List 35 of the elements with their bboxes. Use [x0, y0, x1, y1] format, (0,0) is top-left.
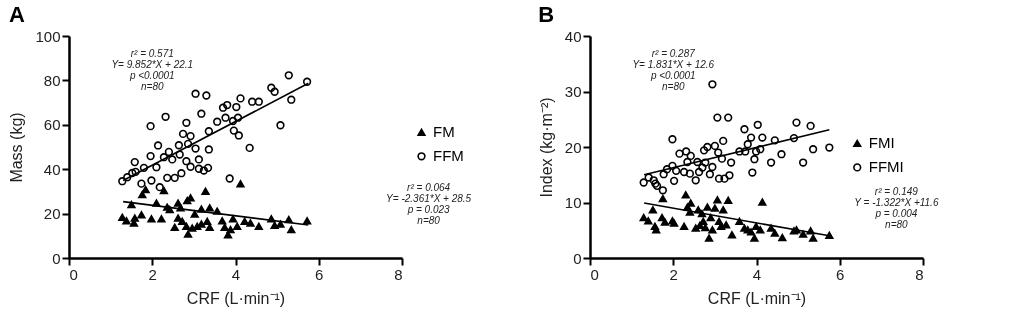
chart-title: A	[8, 2, 25, 27]
x-tick-label: 8	[394, 265, 403, 283]
x-axis-title: CRF (L·min⁻¹)	[186, 289, 286, 307]
x-tick-label: 4	[752, 265, 762, 283]
y-tick-label: 100	[35, 27, 61, 45]
y-tick-label: 30	[564, 83, 582, 100]
y-tick-label: 80	[43, 71, 61, 89]
y-tick-label: 10	[564, 194, 582, 211]
x-tick-label: 6	[315, 265, 324, 283]
legend-label: FMI	[868, 134, 895, 152]
x-axis-title: CRF (L·min⁻¹)	[707, 289, 807, 307]
x-tick-label: 4	[231, 265, 241, 283]
annotation: r² = 0.149 Y = -1.322*X +11.6 p = 0.004 n=80	[854, 185, 939, 230]
y-tick-label: 0	[52, 249, 61, 267]
y-axis-title: Index (kg·m⁻²)	[537, 97, 555, 198]
y-axis-title: Mass (kg)	[8, 112, 26, 183]
x-tick-label: 6	[836, 265, 845, 283]
x-tick-label: 8	[915, 265, 924, 283]
x-tick-label: 2	[148, 265, 157, 283]
annotation: r² = 0.287 Y= 1.831*X + 12.6 p <0.0001 n=80	[632, 48, 715, 93]
y-tick-label: 40	[564, 27, 582, 45]
y-tick-label: 20	[43, 205, 61, 223]
legend-label: FFMI	[868, 158, 904, 176]
chart-title: B	[538, 2, 555, 27]
y-tick-label: 0	[573, 249, 582, 267]
y-tick-label: 20	[564, 138, 582, 156]
x-tick-label: 0	[69, 265, 78, 283]
annotation: r² = 0.571 Y= 9.852*X + 22.1 p <0.0001 n=80	[111, 48, 194, 93]
annotation: r² = 0.064 Y= -2.361*X + 28.5 p = 0.023 n=80	[386, 181, 472, 226]
legend-label: FM	[433, 123, 455, 141]
y-tick-label: 60	[43, 116, 61, 134]
x-tick-label: 0	[590, 265, 599, 283]
x-tick-label: 2	[669, 265, 678, 283]
y-tick-label: 40	[43, 160, 61, 178]
legend-label: FFM	[433, 147, 464, 165]
